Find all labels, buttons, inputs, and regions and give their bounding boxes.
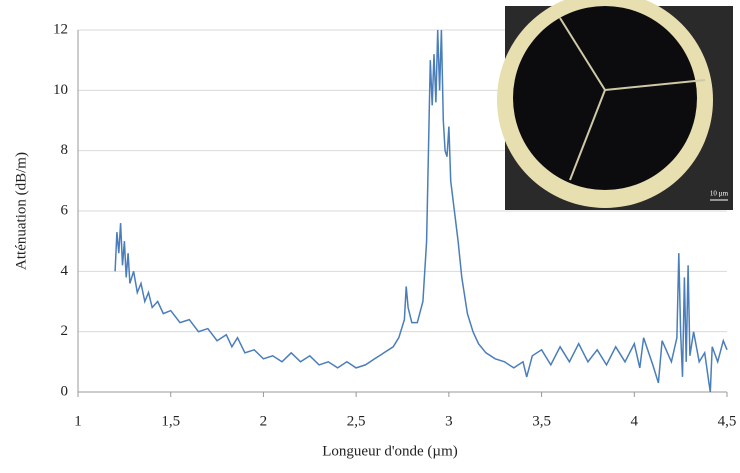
inset-scale-label: 10 µm bbox=[710, 190, 729, 198]
x-tick-label: 4,5 bbox=[718, 413, 737, 429]
x-tick-label: 2 bbox=[260, 413, 268, 429]
x-tick-label: 3,5 bbox=[532, 413, 551, 429]
y-tick-label: 6 bbox=[61, 202, 69, 218]
y-tick-label: 12 bbox=[53, 21, 68, 37]
inset-photo: 10 µm bbox=[497, 0, 733, 210]
x-tick-label: 1 bbox=[74, 413, 82, 429]
x-tick-label: 2,5 bbox=[347, 413, 366, 429]
inset-core bbox=[513, 6, 697, 190]
y-tick-label: 8 bbox=[61, 142, 69, 158]
data-line bbox=[114, 29, 728, 393]
x-tick-label: 4 bbox=[631, 413, 639, 429]
y-tick-label: 4 bbox=[61, 263, 69, 279]
y-tick-label: 10 bbox=[53, 82, 68, 98]
x-axis-label: Longueur d'onde (µm) bbox=[322, 443, 457, 459]
x-tick-label: 1,5 bbox=[161, 413, 180, 429]
inset-walls bbox=[559, 17, 706, 181]
x-tick-label: 3 bbox=[445, 413, 453, 429]
y-tick-label: 2 bbox=[61, 323, 69, 339]
y-axis-label: Atténuation (dB/m) bbox=[13, 152, 29, 270]
y-tick-label: 0 bbox=[61, 383, 69, 399]
